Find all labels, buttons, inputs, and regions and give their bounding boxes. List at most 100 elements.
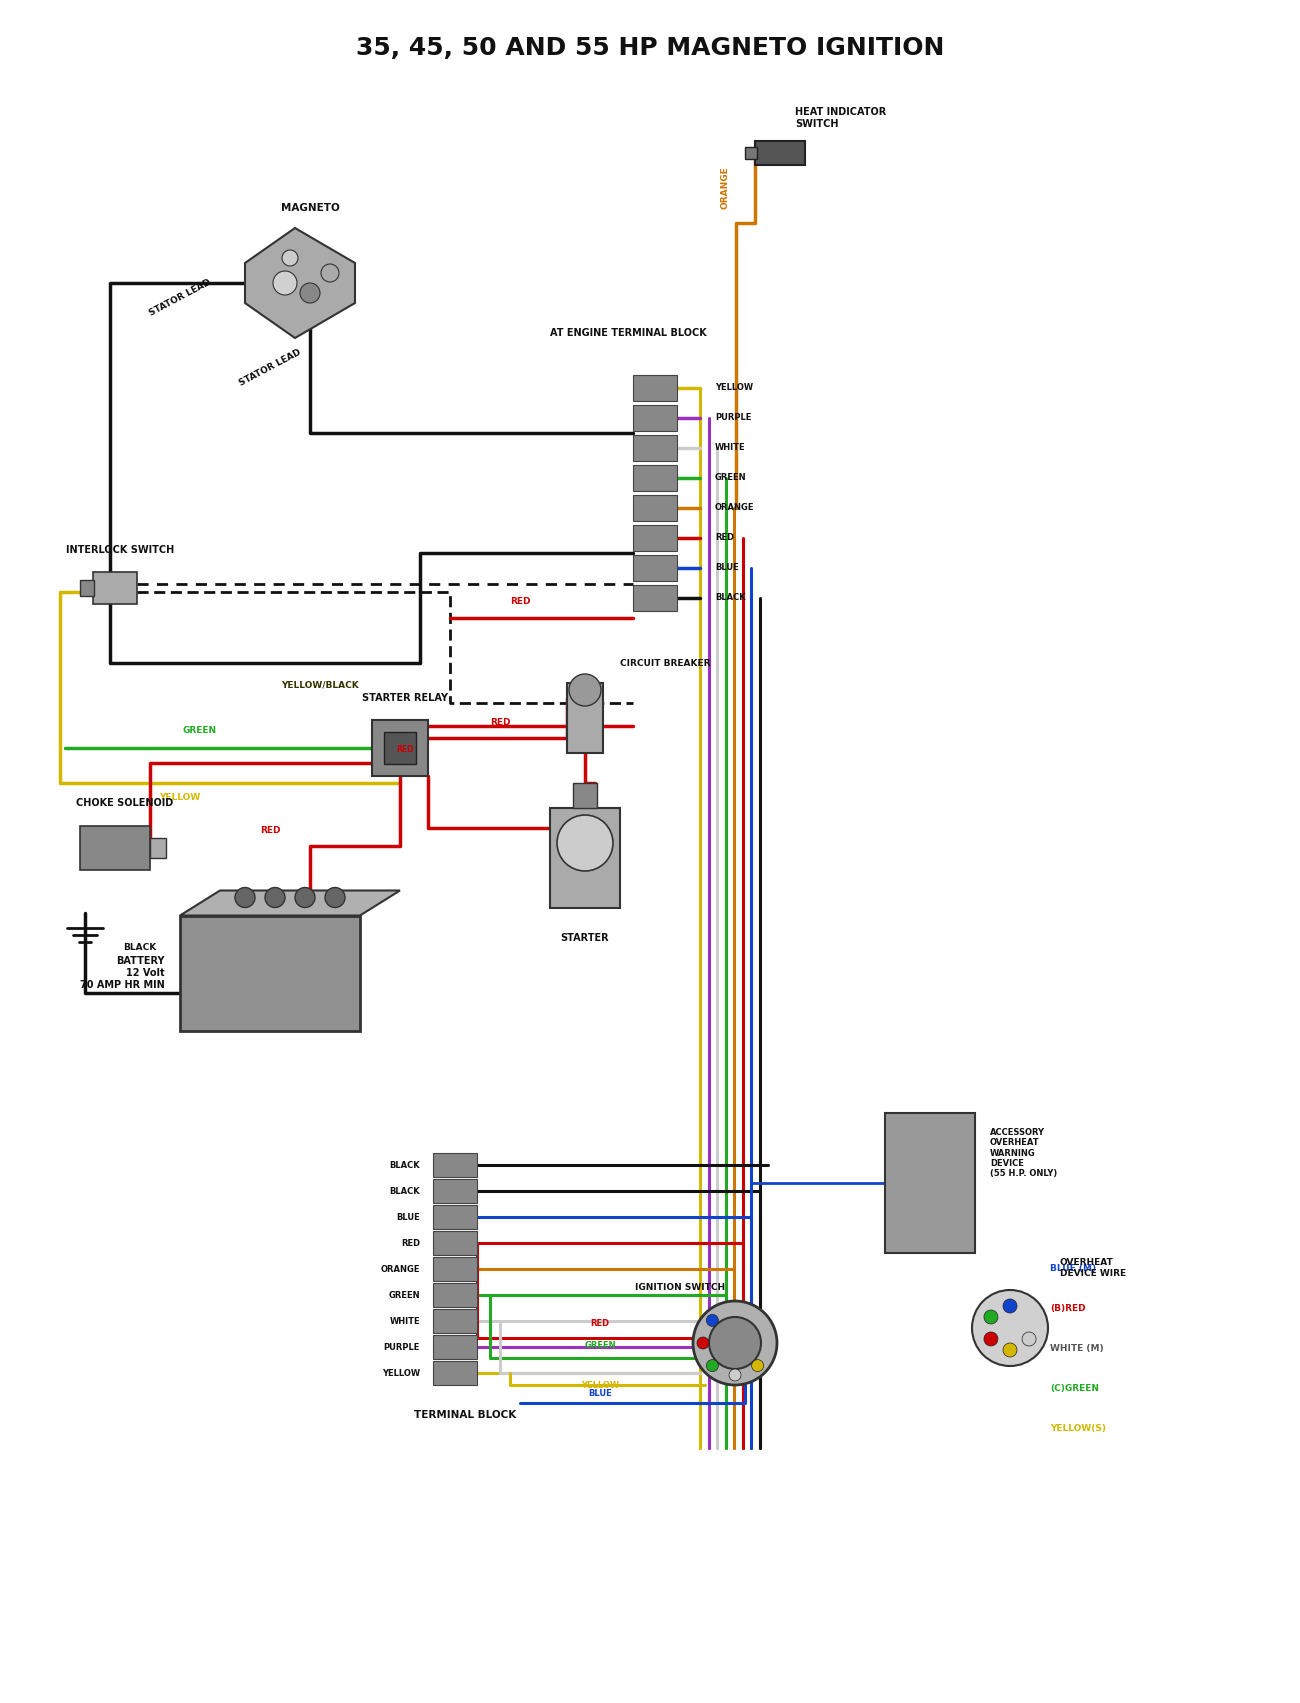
- Text: RED: RED: [260, 826, 281, 836]
- Bar: [633, 525, 677, 552]
- Circle shape: [697, 1337, 709, 1349]
- Circle shape: [729, 1369, 741, 1381]
- Text: HEAT INDICATOR
SWITCH: HEAT INDICATOR SWITCH: [796, 107, 887, 129]
- Circle shape: [282, 250, 298, 266]
- Text: WHITE: WHITE: [390, 1316, 420, 1325]
- Text: ORANGE: ORANGE: [720, 167, 729, 209]
- Bar: [433, 1282, 477, 1306]
- Bar: [633, 405, 677, 431]
- Text: OVERHEAT
DEVICE WIRE: OVERHEAT DEVICE WIRE: [1060, 1259, 1126, 1277]
- Text: BLACK: BLACK: [390, 1187, 420, 1196]
- Text: BLACK: BLACK: [715, 594, 746, 603]
- Bar: [745, 146, 757, 158]
- Text: RED: RED: [590, 1318, 610, 1328]
- Text: PURPLE: PURPLE: [384, 1342, 420, 1352]
- Bar: [433, 1310, 477, 1333]
- Text: STARTER: STARTER: [560, 933, 610, 943]
- Bar: [755, 141, 805, 165]
- Text: (C)GREEN: (C)GREEN: [1050, 1383, 1098, 1393]
- Circle shape: [325, 887, 344, 908]
- Text: BLUE: BLUE: [715, 564, 738, 572]
- Text: PURPLE: PURPLE: [715, 414, 751, 422]
- Circle shape: [984, 1332, 998, 1345]
- Text: ORANGE: ORANGE: [381, 1265, 420, 1274]
- Bar: [633, 465, 677, 490]
- Circle shape: [295, 887, 315, 908]
- Circle shape: [300, 283, 320, 303]
- Text: TERMINAL BLOCK: TERMINAL BLOCK: [413, 1410, 516, 1420]
- Circle shape: [693, 1301, 777, 1385]
- Text: BLACK: BLACK: [390, 1160, 420, 1170]
- Bar: [433, 1153, 477, 1177]
- Bar: [633, 555, 677, 581]
- Text: GREEN: GREEN: [389, 1291, 420, 1299]
- Bar: [81, 826, 150, 870]
- Text: BLACK: BLACK: [124, 943, 156, 952]
- Circle shape: [235, 887, 255, 908]
- Text: YELLOW: YELLOW: [382, 1369, 420, 1378]
- Text: BLUE (M): BLUE (M): [1050, 1264, 1096, 1272]
- Circle shape: [321, 264, 339, 283]
- Bar: [433, 1335, 477, 1359]
- Text: RED: RED: [396, 746, 413, 754]
- Bar: [433, 1206, 477, 1230]
- Circle shape: [972, 1289, 1048, 1366]
- Text: RED: RED: [715, 533, 734, 543]
- Circle shape: [708, 1316, 760, 1369]
- Text: GREEN: GREEN: [584, 1340, 616, 1349]
- Bar: [573, 783, 597, 807]
- Text: INTERLOCK SWITCH: INTERLOCK SWITCH: [66, 545, 174, 555]
- Circle shape: [706, 1359, 719, 1371]
- Bar: [384, 732, 416, 765]
- Bar: [433, 1361, 477, 1385]
- Bar: [433, 1178, 477, 1202]
- Text: BLUE: BLUE: [396, 1213, 420, 1221]
- Text: BLUE: BLUE: [588, 1388, 612, 1398]
- Bar: [81, 581, 94, 596]
- Text: CIRCUIT BREAKER: CIRCUIT BREAKER: [620, 659, 711, 668]
- Circle shape: [569, 674, 601, 707]
- Bar: [150, 838, 166, 858]
- Bar: [633, 375, 677, 400]
- Circle shape: [265, 887, 285, 908]
- Text: WHITE (M): WHITE (M): [1050, 1344, 1104, 1352]
- Circle shape: [556, 816, 614, 870]
- Text: YELLOW/BLACK: YELLOW/BLACK: [281, 681, 359, 690]
- Circle shape: [1022, 1332, 1036, 1345]
- Text: YELLOW: YELLOW: [160, 794, 200, 802]
- Bar: [633, 496, 677, 521]
- Text: YELLOW(S): YELLOW(S): [1050, 1424, 1106, 1432]
- Bar: [179, 916, 360, 1030]
- Text: GREEN: GREEN: [715, 473, 746, 482]
- Bar: [885, 1114, 975, 1253]
- Bar: [372, 720, 428, 777]
- Text: IGNITION SWITCH: IGNITION SWITCH: [634, 1284, 725, 1293]
- Text: MAGNETO: MAGNETO: [281, 203, 339, 213]
- Circle shape: [706, 1315, 719, 1327]
- Bar: [550, 807, 620, 908]
- Polygon shape: [244, 228, 355, 337]
- Bar: [633, 586, 677, 611]
- Text: CHOKE SOLENOID: CHOKE SOLENOID: [77, 799, 174, 807]
- Text: RED: RED: [490, 719, 510, 727]
- Text: GREEN: GREEN: [183, 727, 217, 736]
- Bar: [433, 1231, 477, 1255]
- Circle shape: [751, 1359, 763, 1371]
- Text: RED: RED: [510, 596, 530, 606]
- Circle shape: [273, 271, 296, 295]
- Bar: [567, 683, 603, 753]
- Bar: [94, 572, 136, 605]
- Circle shape: [1004, 1344, 1017, 1357]
- Bar: [633, 434, 677, 462]
- Circle shape: [984, 1310, 998, 1323]
- Text: AT ENGINE TERMINAL BLOCK: AT ENGINE TERMINAL BLOCK: [550, 329, 707, 337]
- Circle shape: [1004, 1299, 1017, 1313]
- Text: STATOR LEAD: STATOR LEAD: [148, 278, 212, 318]
- Text: YELLOW: YELLOW: [715, 383, 753, 392]
- Text: STARTER RELAY: STARTER RELAY: [361, 693, 448, 703]
- Text: (B)RED: (B)RED: [1050, 1303, 1086, 1313]
- Text: STATOR LEAD: STATOR LEAD: [238, 347, 303, 388]
- Text: WHITE: WHITE: [715, 443, 746, 453]
- Text: BATTERY
12 Volt
70 AMP HR MIN: BATTERY 12 Volt 70 AMP HR MIN: [81, 957, 165, 989]
- Text: RED: RED: [400, 1238, 420, 1248]
